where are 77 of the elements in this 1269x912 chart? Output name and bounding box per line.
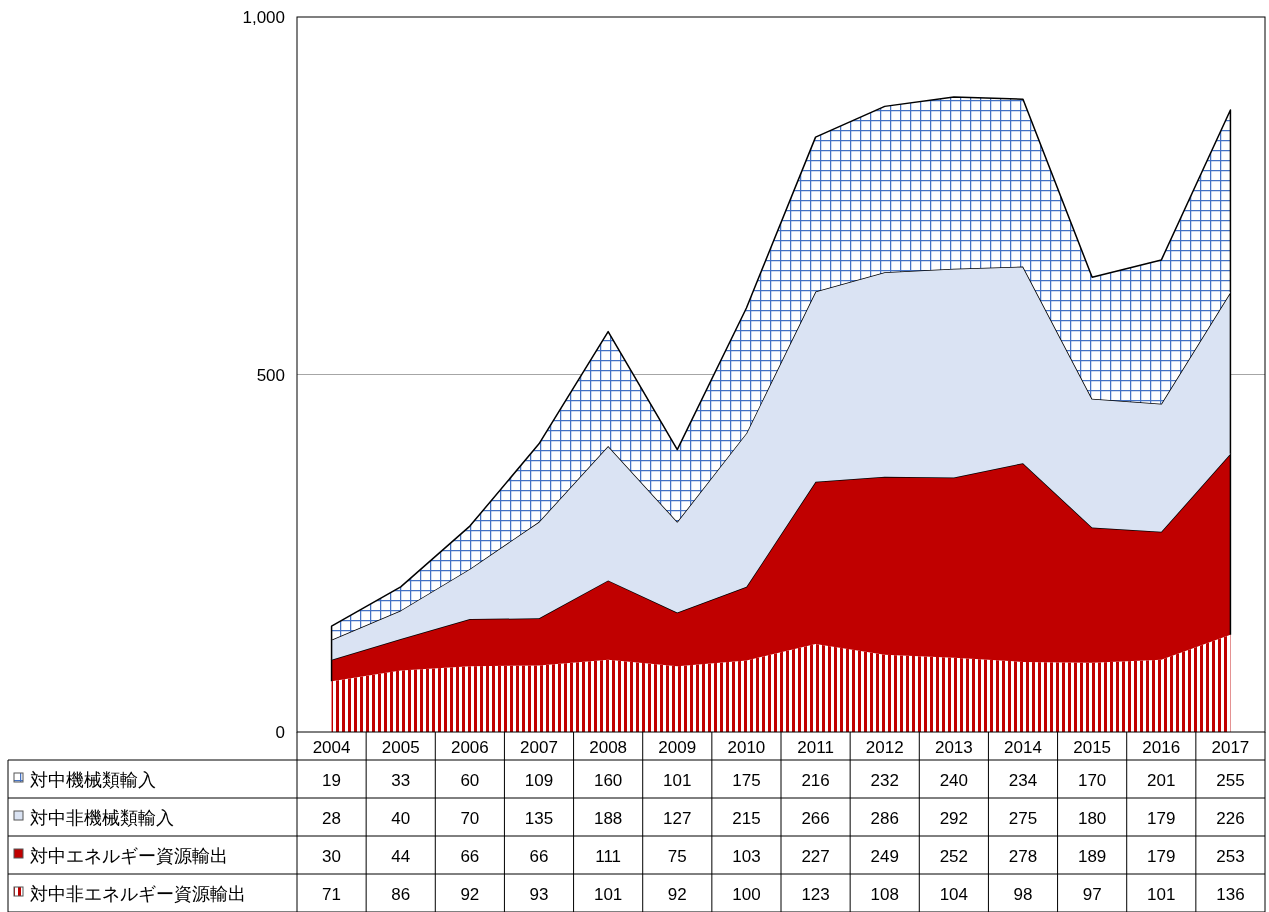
data-label: 66 <box>529 847 549 866</box>
data-label: 71 <box>322 885 342 904</box>
data-label: 175 <box>732 771 761 790</box>
data-label: 255 <box>1216 771 1245 790</box>
x-tick-label: 2006 <box>450 738 489 757</box>
data-label: 92 <box>667 885 687 904</box>
x-tick-label: 2013 <box>934 738 973 757</box>
legend-label: 対中非エネルギー資源輸出 <box>30 884 246 904</box>
data-label: 101 <box>663 771 692 790</box>
x-tick-label: 2008 <box>589 738 628 757</box>
data-label: 160 <box>593 771 623 790</box>
data-label: 30 <box>322 847 342 866</box>
data-label: 227 <box>801 847 830 866</box>
data-label: 253 <box>1216 847 1245 866</box>
data-label: 97 <box>1082 885 1102 904</box>
data-label: 40 <box>391 809 411 828</box>
data-label: 60 <box>460 771 480 790</box>
data-label: 275 <box>1008 809 1038 828</box>
x-tick-label: 2012 <box>865 738 904 757</box>
x-tick-label: 2017 <box>1211 738 1250 757</box>
data-label: 249 <box>870 847 899 866</box>
data-label: 92 <box>460 885 480 904</box>
data-label: 86 <box>391 885 411 904</box>
data-label: 19 <box>322 771 342 790</box>
data-label: 66 <box>460 847 480 866</box>
data-label: 179 <box>1147 809 1176 828</box>
data-label: 33 <box>391 771 411 790</box>
data-label: 136 <box>1216 885 1245 904</box>
data-label: 278 <box>1008 847 1038 866</box>
legend-label: 対中非機械類輸入 <box>30 808 174 828</box>
data-label: 215 <box>732 809 761 828</box>
x-tick-label: 2015 <box>1073 738 1112 757</box>
data-label: 201 <box>1147 771 1176 790</box>
y-tick-label: 500 <box>256 365 285 385</box>
data-label: 188 <box>593 809 623 828</box>
x-tick-label: 2010 <box>727 738 766 757</box>
data-label: 252 <box>939 847 969 866</box>
data-label: 292 <box>939 809 969 828</box>
x-tick-label: 2005 <box>381 738 420 757</box>
y-tick-label: 0 <box>275 723 285 742</box>
data-label: 135 <box>524 809 554 828</box>
data-label: 266 <box>801 809 830 828</box>
x-tick-label: 2011 <box>797 738 834 757</box>
x-tick-label: 2009 <box>658 738 697 757</box>
data-label: 111 <box>595 847 622 866</box>
legend-label: 対中機械類輸入 <box>30 770 156 790</box>
data-label: 100 <box>732 885 761 904</box>
data-label: 70 <box>460 809 480 828</box>
data-label: 108 <box>870 885 899 904</box>
data-label: 123 <box>801 885 830 904</box>
data-label: 170 <box>1077 771 1107 790</box>
x-tick-label: 2016 <box>1142 738 1181 757</box>
data-label: 127 <box>663 809 692 828</box>
data-label: 234 <box>1008 771 1038 790</box>
x-tick-label: 2007 <box>520 738 558 757</box>
data-label: 286 <box>870 809 899 828</box>
data-label: 101 <box>593 885 623 904</box>
data-label: 44 <box>391 847 411 866</box>
data-label: 216 <box>801 771 830 790</box>
data-label: 109 <box>524 771 554 790</box>
data-label: 232 <box>870 771 899 790</box>
x-tick-label: 2004 <box>312 738 351 757</box>
data-label: 93 <box>529 885 549 904</box>
data-label: 226 <box>1216 809 1245 828</box>
x-tick-label: 2014 <box>1004 738 1042 757</box>
data-label: 101 <box>1147 885 1176 904</box>
legend-label: 対中エネルギー資源輸出 <box>30 846 228 866</box>
data-label: 189 <box>1077 847 1107 866</box>
data-label: 180 <box>1077 809 1107 828</box>
data-label: 98 <box>1013 885 1033 904</box>
data-label: 75 <box>667 847 687 866</box>
y-tick-label: 1,000 <box>242 8 285 27</box>
data-label: 103 <box>732 847 761 866</box>
data-label: 104 <box>939 885 969 904</box>
data-label: 28 <box>322 809 342 828</box>
data-label: 240 <box>939 771 969 790</box>
data-label: 179 <box>1147 847 1176 866</box>
